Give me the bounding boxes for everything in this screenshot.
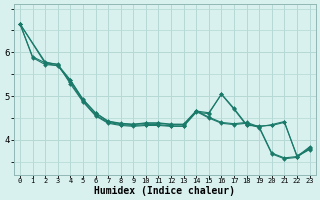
X-axis label: Humidex (Indice chaleur): Humidex (Indice chaleur) (94, 186, 235, 196)
